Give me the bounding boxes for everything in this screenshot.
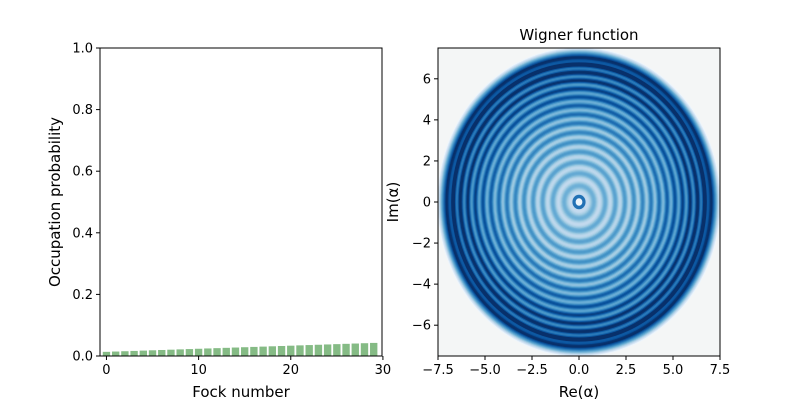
right-x-ticks: −7.5 −5.0 −2.5 0.0 2.5 5.0 7.5: [422, 356, 730, 378]
bars-group: [102, 342, 378, 356]
wigner-rings-group: [438, 48, 720, 356]
bar-fock-21: [296, 345, 304, 356]
bar-fock-0: [102, 351, 111, 356]
bar-fock-4: [139, 350, 147, 356]
bar-fock-10: [194, 348, 203, 356]
bar-fock-11: [204, 348, 212, 356]
left-axes-frame: [99, 47, 383, 357]
wigner-title: Wigner function: [519, 26, 638, 44]
bar-fock-27: [351, 343, 359, 356]
bar-fock-29: [370, 342, 378, 356]
right-x-axis-label: Re(α): [559, 383, 600, 400]
bar-fock-9: [185, 349, 194, 356]
bar-fock-7: [167, 349, 175, 356]
bar-fock-19: [277, 345, 286, 356]
bar-fock-14: [231, 347, 240, 356]
right-x-tick-label: −2.5: [516, 363, 548, 378]
bar-fock-12: [213, 348, 221, 356]
right-y-tick-label: 4: [423, 113, 431, 128]
right-x-tick-label: −5.0: [469, 363, 501, 378]
bar-fock-8: [176, 349, 184, 356]
bar-fock-13: [222, 347, 230, 356]
wigner-center-dot: [575, 198, 583, 206]
right-x-tick-label: 7.5: [710, 363, 731, 378]
right-y-tick-label: 0: [423, 196, 431, 211]
right-y-axis-label: Im(α): [384, 182, 402, 223]
bar-fock-5: [148, 350, 157, 356]
left-y-tick-label: 0.0: [72, 350, 93, 365]
bar-fock-25: [333, 344, 341, 356]
bar-fock-17: [259, 346, 267, 356]
right-y-tick-label: 2: [423, 154, 431, 169]
bar-fock-18: [268, 346, 277, 356]
left-y-tick-label: 0.8: [72, 103, 93, 118]
bar-fock-3: [130, 350, 138, 356]
right-x-tick-label: 2.5: [616, 363, 637, 378]
left-y-ticks: 0.0 0.2 0.4 0.6 0.8 1.0: [72, 42, 100, 365]
right-x-tick-label: 0.0: [569, 363, 590, 378]
right-y-tick-label: −2: [412, 237, 431, 252]
left-x-ticks: 0 10 20 30: [102, 356, 391, 378]
left-x-axis-label: Fock number: [192, 383, 290, 400]
right-y-tick-label: 6: [423, 72, 431, 87]
bar-fock-24: [323, 344, 332, 356]
right-y-tick-label: −6: [412, 319, 431, 334]
bar-fock-28: [360, 343, 369, 356]
left-x-tick-label: 0: [102, 363, 110, 378]
left-y-tick-label: 0.4: [72, 226, 93, 241]
bar-fock-23: [314, 344, 323, 356]
left-x-tick-label: 30: [375, 363, 392, 378]
bar-fock-22: [305, 345, 313, 356]
bar-fock-2: [121, 351, 129, 356]
bar-fock-6: [158, 349, 166, 356]
left-y-tick-label: 1.0: [72, 42, 93, 57]
bar-fock-1: [111, 351, 120, 356]
right-x-tick-label: 5.0: [663, 363, 684, 378]
wigner-heatmap: −7.5 −5.0 −2.5 0.0 2.5 5.0 7.5 −6 −4 −2 0 2 4 6 Wign…: [384, 26, 730, 400]
left-y-tick-label: 0.6: [72, 165, 93, 180]
bar-fock-20: [287, 345, 295, 356]
left-x-tick-label: 20: [282, 363, 299, 378]
left-y-tick-label: 0.2: [72, 288, 93, 303]
left-x-tick-label: 10: [190, 363, 207, 378]
bar-fock-15: [241, 347, 249, 356]
right-y-ticks: −6 −4 −2 0 2 4 6: [412, 72, 438, 334]
left-y-axis-label: Occupation probability: [46, 117, 64, 287]
fock-bar-chart: 0 10 20 30 0.0 0.2 0.4 0.6 0.8 1.0 Fock number O…: [46, 42, 391, 400]
right-x-tick-label: −7.5: [422, 363, 454, 378]
right-y-tick-label: −4: [412, 278, 431, 293]
bar-fock-16: [250, 346, 258, 356]
bar-fock-26: [342, 343, 350, 356]
